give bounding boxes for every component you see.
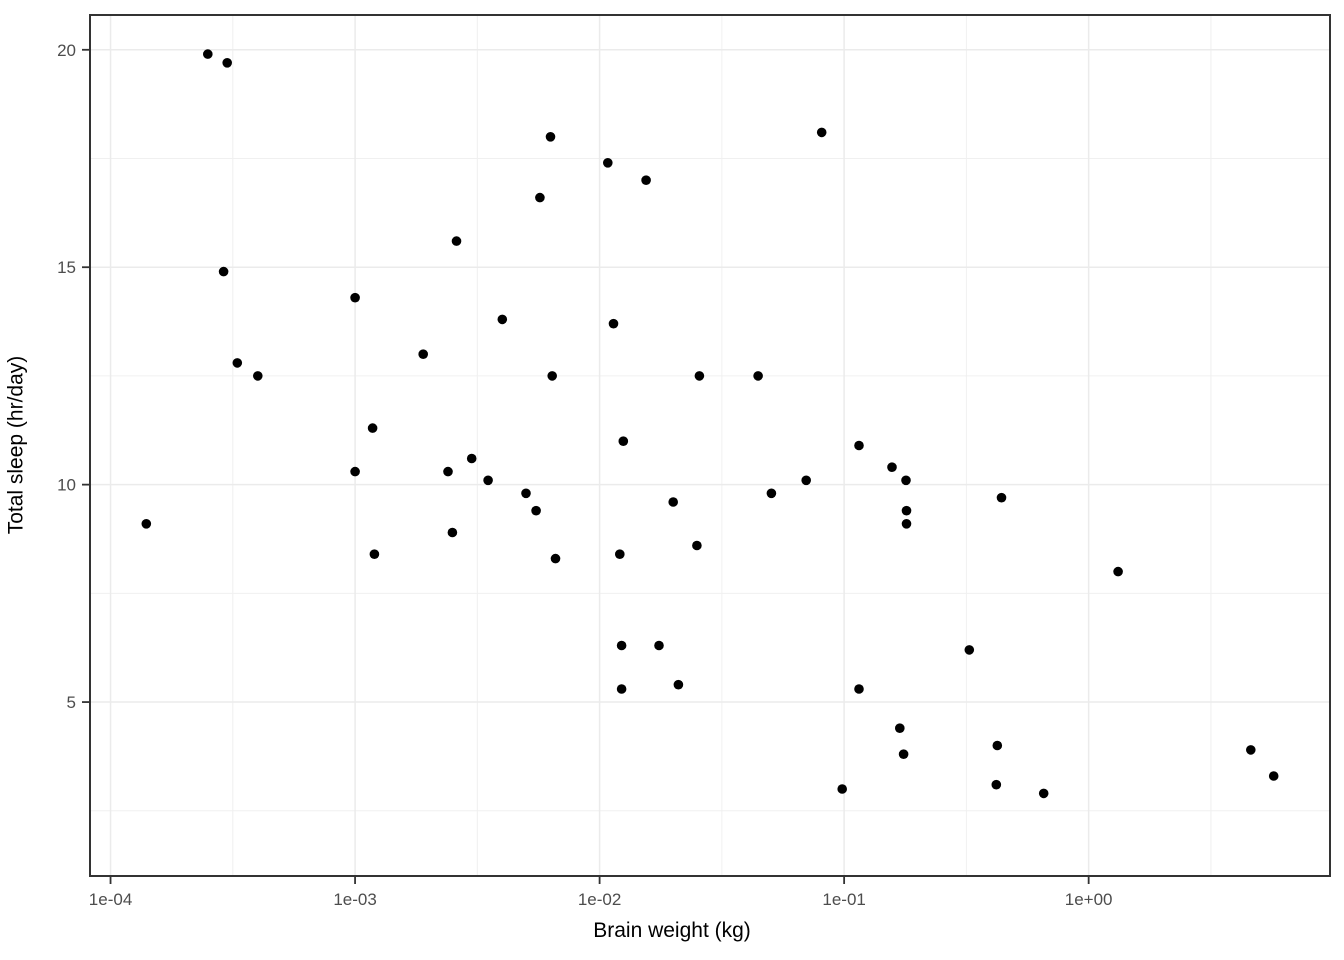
data-point (203, 49, 213, 59)
y-tick-label: 20 (57, 41, 76, 60)
data-point (447, 527, 458, 538)
data-point (1268, 771, 1279, 781)
data-point (497, 314, 508, 325)
data-point (668, 497, 678, 507)
data-point (996, 492, 1007, 503)
data-point (837, 784, 847, 794)
data-point (1038, 788, 1049, 799)
data-point (367, 423, 378, 433)
data-point (616, 684, 627, 694)
data-point (466, 453, 477, 464)
data-point (483, 475, 493, 486)
data-point (1113, 566, 1123, 577)
data-point (418, 349, 429, 360)
data-point (618, 436, 629, 447)
y-tick-label: 5 (67, 693, 76, 712)
data-point (898, 749, 909, 759)
data-point (615, 549, 625, 559)
data-point (535, 192, 545, 203)
data-point (369, 549, 380, 559)
data-point (232, 358, 243, 368)
data-point (547, 371, 557, 381)
y-tick-label: 15 (57, 258, 76, 277)
data-point (550, 553, 561, 564)
x-tick-label: 1e-01 (822, 890, 865, 909)
data-point (901, 475, 911, 486)
data-point (545, 132, 556, 142)
data-point (692, 540, 702, 551)
data-point (252, 371, 263, 381)
data-point (350, 466, 360, 477)
data-point (1246, 745, 1256, 755)
data-point (451, 236, 462, 246)
data-point (991, 779, 1002, 790)
x-tick-label: 1e-02 (578, 890, 621, 909)
panel-background (90, 15, 1330, 876)
data-point (350, 292, 360, 303)
data-point (753, 371, 763, 381)
data-point (964, 645, 975, 655)
data-point (694, 371, 705, 381)
panel-border (89, 14, 1331, 877)
data-point (531, 505, 541, 516)
data-point (608, 318, 619, 329)
data-point (887, 462, 897, 473)
data-point (816, 127, 827, 138)
data-point (895, 723, 905, 733)
data-point (222, 58, 232, 68)
x-axis-title: Brain weight (kg) (593, 919, 751, 942)
x-tick-label: 1e-03 (333, 890, 376, 909)
data-point (141, 519, 152, 529)
data-point (901, 505, 912, 516)
data-point (641, 175, 651, 185)
data-point (801, 475, 811, 486)
x-tick-label: 1e+00 (1065, 890, 1113, 909)
data-point (673, 679, 684, 690)
x-tick-label: 1e-04 (89, 890, 132, 909)
data-point (654, 640, 664, 651)
data-point (854, 440, 864, 451)
y-axis-title: Total sleep (hr/day) (4, 355, 28, 535)
data-point (218, 266, 229, 277)
data-point (603, 158, 613, 168)
y-tick-label: 10 (57, 476, 76, 495)
data-point (616, 640, 627, 651)
data-point (521, 488, 531, 499)
data-point (992, 740, 1003, 751)
data-point (901, 519, 912, 529)
data-point (443, 466, 453, 477)
data-point (854, 684, 864, 694)
data-point (766, 488, 777, 499)
